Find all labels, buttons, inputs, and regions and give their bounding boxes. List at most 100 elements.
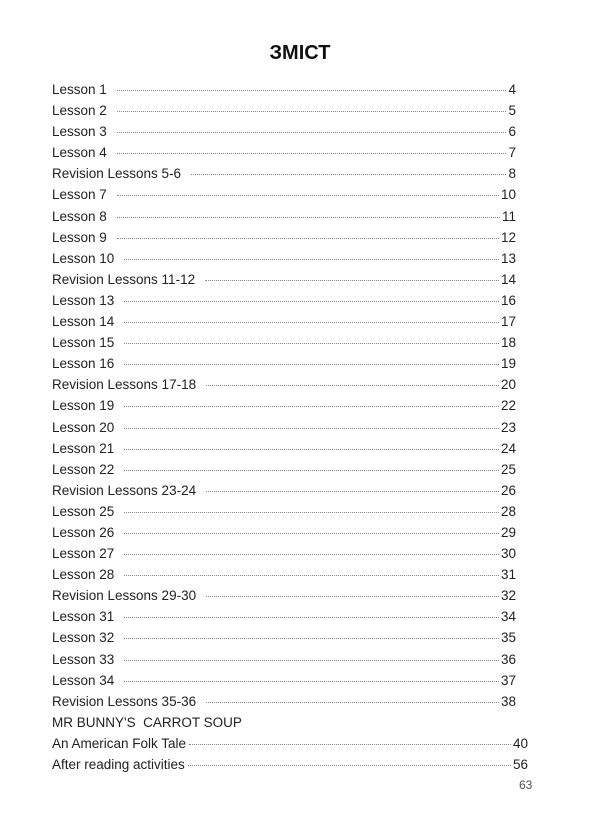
toc-entry: Lesson 16 19	[52, 353, 516, 374]
dot-leader	[189, 743, 511, 745]
dot-leader	[124, 364, 499, 366]
toc-entry-page: 29	[500, 524, 516, 540]
toc-entry-page: 32	[500, 588, 516, 604]
dot-leader	[206, 596, 499, 598]
dot-leader	[124, 617, 499, 619]
toc-entry: Revision Lessons 11-12 14	[52, 269, 516, 290]
toc-entry-page: 36	[500, 651, 516, 667]
toc-entry-page: 37	[500, 672, 516, 688]
toc-entry-label: Lesson 4	[52, 145, 107, 161]
toc-entry: Lesson 34 37	[52, 670, 516, 691]
toc-entry: Lesson 33 36	[52, 649, 516, 670]
toc-entry: Revision Lessons 35-36 38	[52, 691, 516, 712]
toc-entry: After reading activities 56	[52, 754, 528, 775]
toc-entry-label: Lesson 7	[52, 187, 107, 203]
toc-entry: Lesson 10 13	[52, 248, 516, 269]
dot-leader	[116, 237, 499, 239]
toc-entry-label: An American Folk Tale	[52, 735, 187, 751]
toc-entry-page: 28	[500, 503, 516, 519]
toc-entry-label: Lesson 8	[52, 208, 107, 224]
toc-entry: Lesson 4 7	[52, 142, 516, 163]
toc-entry-page: 35	[500, 630, 516, 646]
toc-entry-label: Lesson 32	[52, 630, 115, 646]
dot-leader	[116, 90, 506, 91]
toc-entry-page: 16	[500, 292, 516, 308]
toc-entry: Lesson 32 35	[52, 627, 516, 648]
toc-entry: Lesson 14 17	[52, 311, 516, 332]
toc-entry-label: Lesson 13	[52, 292, 115, 308]
toc-entry: Revision Lessons 23-24 26	[52, 480, 516, 501]
dot-leader	[187, 765, 511, 766]
toc-entry-label: Lesson 9	[52, 229, 107, 245]
toc-entry: MR BUNNY'S CARROT SOUP	[52, 712, 516, 733]
page-title: ЗМІСТ	[269, 42, 331, 64]
toc-entry-page: 19	[500, 356, 516, 372]
dot-leader	[116, 153, 506, 155]
dot-leader	[124, 300, 499, 302]
toc-entry-label: Lesson 25	[52, 503, 115, 519]
toc-entry-label: MR BUNNY'S CARROT SOUP	[52, 714, 242, 730]
toc-entry: Lesson 9 12	[52, 227, 516, 248]
toc-entry: Revision Lessons 29-30 32	[52, 585, 516, 606]
toc-entry: Lesson 25 28	[52, 501, 516, 522]
toc-entry-label: Revision Lessons 29-30	[52, 588, 197, 604]
toc-entry-label: Lesson 28	[52, 567, 115, 583]
toc-entry: Lesson 13 16	[52, 290, 516, 311]
dot-leader	[124, 322, 499, 324]
toc-entry-page: 22	[500, 398, 516, 414]
toc-entry-page: 13	[500, 250, 516, 266]
dot-leader	[124, 659, 499, 661]
toc-entry-label: Lesson 16	[52, 356, 115, 372]
toc-entry-label: After reading activities	[52, 757, 185, 772]
toc-entry-page: 6	[508, 124, 516, 140]
toc-entry: Lesson 28 31	[52, 564, 516, 585]
toc-entry: Lesson 21 24	[52, 438, 516, 459]
dot-leader	[116, 195, 499, 197]
dot-leader	[124, 343, 499, 345]
toc-entry-label: Lesson 26	[52, 524, 115, 540]
toc-entry-label: Lesson 21	[52, 440, 115, 456]
toc-entry: Lesson 20 23	[52, 417, 516, 438]
toc-entry-page: 4	[508, 82, 516, 97]
toc-entry-label: Lesson 22	[52, 461, 115, 477]
page-number: 63	[519, 778, 533, 792]
toc-entry-label: Revision Lessons 23-24	[52, 482, 197, 498]
toc-entry-page: 56	[512, 757, 528, 772]
dot-leader	[116, 132, 506, 134]
toc-entry-page: 31	[500, 567, 516, 583]
dot-leader	[206, 701, 499, 703]
toc-entry-page: 17	[500, 314, 516, 330]
toc-entry-page: 11	[501, 208, 516, 224]
dot-leader	[124, 532, 499, 534]
toc-entry: Lesson 3 6	[52, 121, 516, 142]
toc-entry-label: Lesson 19	[52, 398, 115, 414]
toc-entry: Lesson 7 10	[52, 184, 516, 205]
dot-leader	[124, 406, 499, 408]
toc-entry-page: 5	[508, 103, 516, 119]
toc-entry: Lesson 19 22	[52, 395, 516, 416]
dot-leader	[116, 111, 506, 113]
toc-entry-page: 30	[500, 546, 516, 562]
toc-entry-label: Lesson 33	[52, 651, 115, 667]
toc-entry: Lesson 15 18	[52, 332, 516, 353]
dot-leader	[124, 680, 499, 682]
dot-leader	[206, 490, 499, 492]
toc-entry-label: Lesson 15	[52, 335, 115, 351]
dot-leader	[124, 258, 499, 260]
dot-leader	[124, 554, 499, 556]
toc-entry: Lesson 31 34	[52, 606, 516, 627]
toc-entry-page: 8	[508, 166, 516, 182]
toc-entry: Lesson 27 30	[52, 543, 516, 564]
toc-entry: Lesson 2 5	[52, 100, 516, 121]
toc-entry: Revision Lessons 17-18 20	[52, 374, 516, 395]
toc-entry: Revision Lessons 5-6 8	[52, 163, 516, 184]
dot-leader	[205, 279, 499, 281]
toc-entry-label: Lesson 3	[52, 124, 107, 140]
toc-entry-label: Lesson 1	[52, 82, 107, 97]
toc-entry-page: 26	[500, 482, 516, 498]
toc-entry-label: Revision Lessons 35-36	[52, 693, 197, 709]
dot-leader	[116, 216, 500, 218]
toc-entry-page: 18	[500, 335, 516, 351]
toc-entry-page: 7	[508, 145, 516, 161]
dot-leader	[191, 174, 506, 176]
